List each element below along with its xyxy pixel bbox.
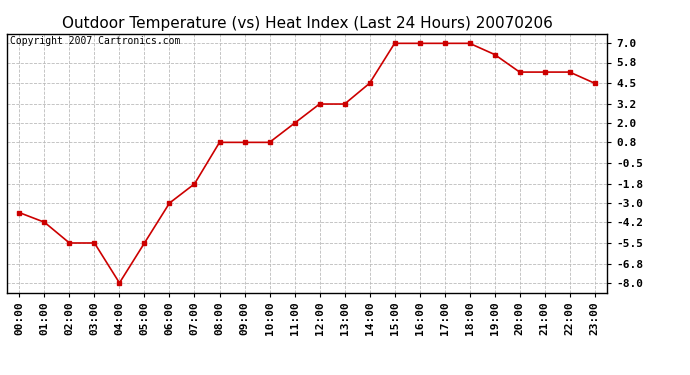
Text: Copyright 2007 Cartronics.com: Copyright 2007 Cartronics.com: [10, 36, 180, 46]
Title: Outdoor Temperature (vs) Heat Index (Last 24 Hours) 20070206: Outdoor Temperature (vs) Heat Index (Las…: [61, 16, 553, 31]
